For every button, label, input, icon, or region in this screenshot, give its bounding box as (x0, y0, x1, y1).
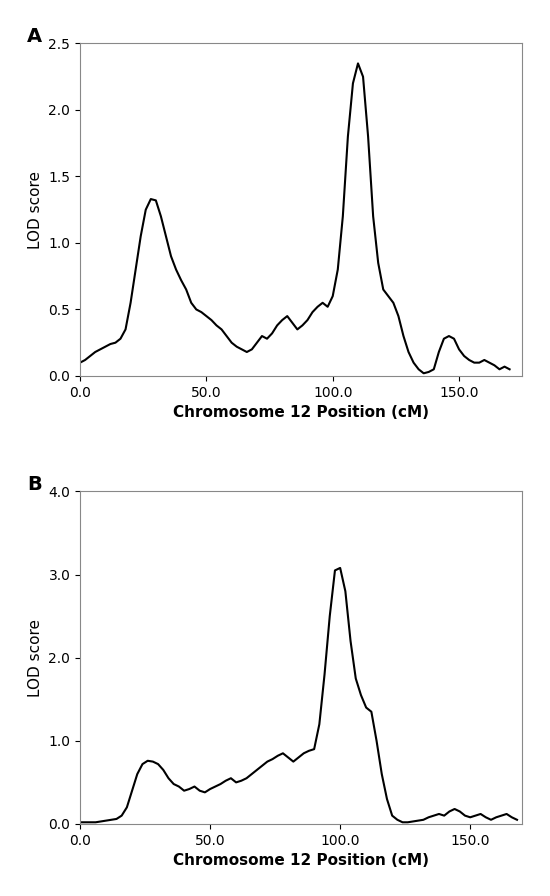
Y-axis label: LOD score: LOD score (28, 171, 43, 249)
Text: A: A (27, 27, 42, 46)
Text: B: B (27, 475, 42, 494)
X-axis label: Chromosome 12 Position (cM): Chromosome 12 Position (cM) (173, 405, 429, 420)
Y-axis label: LOD score: LOD score (28, 619, 43, 697)
X-axis label: Chromosome 12 Position (cM): Chromosome 12 Position (cM) (173, 853, 429, 868)
